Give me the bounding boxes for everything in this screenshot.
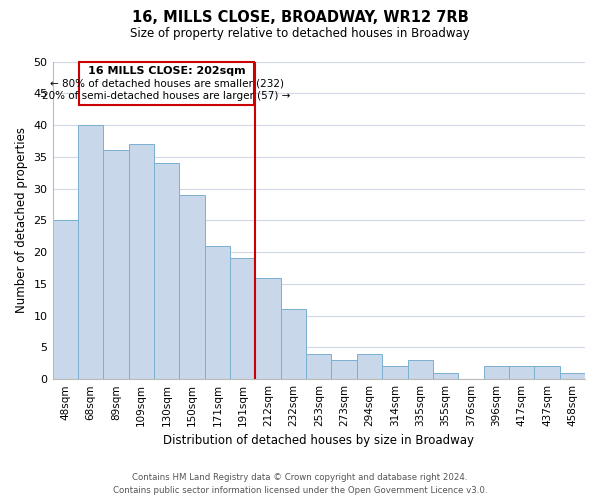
Bar — [230, 258, 256, 379]
Bar — [179, 195, 205, 379]
Bar — [407, 360, 433, 379]
FancyBboxPatch shape — [79, 62, 254, 104]
Bar — [53, 220, 78, 379]
Bar — [534, 366, 560, 379]
Bar — [484, 366, 509, 379]
Bar — [103, 150, 128, 379]
X-axis label: Distribution of detached houses by size in Broadway: Distribution of detached houses by size … — [163, 434, 474, 448]
Text: Contains HM Land Registry data © Crown copyright and database right 2024.
Contai: Contains HM Land Registry data © Crown c… — [113, 473, 487, 495]
Bar — [433, 373, 458, 379]
Bar — [382, 366, 407, 379]
Text: Size of property relative to detached houses in Broadway: Size of property relative to detached ho… — [130, 28, 470, 40]
Bar — [560, 373, 585, 379]
Bar — [281, 310, 306, 379]
Text: 16 MILLS CLOSE: 202sqm: 16 MILLS CLOSE: 202sqm — [88, 66, 245, 76]
Bar — [357, 354, 382, 379]
Y-axis label: Number of detached properties: Number of detached properties — [15, 128, 28, 314]
Bar — [331, 360, 357, 379]
Bar — [78, 125, 103, 379]
Bar — [306, 354, 331, 379]
Text: 16, MILLS CLOSE, BROADWAY, WR12 7RB: 16, MILLS CLOSE, BROADWAY, WR12 7RB — [131, 10, 469, 25]
Bar — [509, 366, 534, 379]
Text: ← 80% of detached houses are smaller (232): ← 80% of detached houses are smaller (23… — [50, 78, 284, 88]
Text: 20% of semi-detached houses are larger (57) →: 20% of semi-detached houses are larger (… — [43, 92, 291, 102]
Bar — [154, 163, 179, 379]
Bar — [128, 144, 154, 379]
Bar — [205, 246, 230, 379]
Bar — [256, 278, 281, 379]
